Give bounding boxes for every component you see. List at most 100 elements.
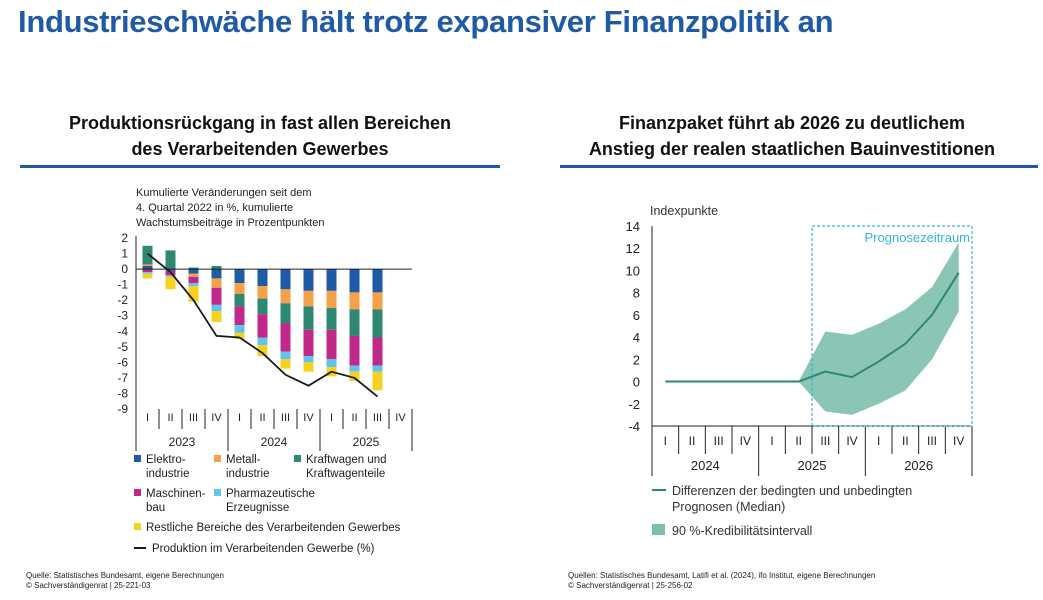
quarter-label: II: [351, 412, 357, 424]
bar-segment: [372, 292, 383, 310]
quarter-label: I: [330, 412, 333, 424]
legend-swatch: [134, 455, 141, 462]
quarter-label: IV: [303, 412, 314, 424]
y-tick-label: 6: [633, 308, 640, 323]
bar-segment: [303, 356, 314, 363]
bar-segment: [280, 303, 291, 324]
bar-segment: [211, 287, 222, 305]
bar-segment: [188, 283, 199, 287]
legend-label: Differenzen der bedingten und unbedingte…: [672, 484, 912, 498]
bar-segment: [349, 292, 360, 310]
bar-segment: [372, 365, 383, 372]
bar-segment: [234, 283, 245, 294]
bar-segment: [303, 362, 314, 372]
bar-segment: [303, 306, 314, 330]
left-source: Quelle: Statistisches Bundesamt, eigene …: [26, 571, 224, 591]
year-label: 2024: [261, 435, 288, 449]
year-label: 2023: [169, 435, 196, 449]
y-tick-label: -5: [117, 340, 128, 354]
bar-segment: [303, 269, 314, 291]
legend-label: Pharmazeutische: [226, 488, 315, 500]
right-title-line2: Anstieg der realen staatlichen Bauinvest…: [588, 139, 996, 159]
bar-segment: [326, 307, 337, 330]
bar-segment: [349, 365, 360, 372]
median-line: [665, 272, 960, 383]
legend-label: Kraftwagen und: [306, 454, 387, 466]
production-line: [146, 252, 379, 398]
quarter-label: I: [770, 434, 773, 448]
y-tick-label: -4: [628, 419, 640, 434]
bar-segment: [257, 269, 268, 287]
bar-segment: [280, 323, 291, 352]
quarter-label: IV: [740, 434, 751, 448]
legend-swatch: [134, 489, 141, 496]
year-label: 2025: [353, 435, 380, 449]
bar-segment: [188, 269, 199, 274]
bar-segment: [303, 329, 314, 357]
bar-segment: [165, 269, 176, 271]
y-tick-label: 8: [633, 286, 640, 301]
left-title-rule: [20, 165, 500, 168]
quarter-label: III: [820, 434, 830, 448]
y-tick-label: 10: [626, 263, 640, 278]
bar-segment: [142, 264, 153, 266]
bar-segment: [372, 269, 383, 293]
quarter-label: II: [259, 412, 265, 424]
bar-segment: [188, 286, 199, 302]
legend-swatch: [214, 455, 221, 462]
forecast-period-box: [811, 225, 973, 427]
legend-label: bau: [146, 502, 165, 514]
quarter-label: III: [714, 434, 724, 448]
right-source: Quellen: Statistisches Bundesamt, Latifi…: [568, 571, 875, 591]
bar-segment: [372, 371, 383, 391]
bar-segment: [280, 289, 291, 304]
right-chart-title: Finanzpaket führt ab 2026 zu deutlichem …: [542, 110, 1042, 162]
legend-swatch: [134, 523, 141, 530]
bar-segment: [211, 265, 222, 270]
quarter-label: I: [664, 434, 667, 448]
y-tick-label: 0: [121, 262, 128, 276]
year-label: 2025: [798, 458, 827, 473]
bar-segment: [165, 276, 176, 290]
bar-segment: [142, 245, 153, 265]
y-tick-label: -7: [117, 371, 128, 385]
bar-segment: [142, 269, 153, 273]
left-source-line1: Quelle: Statistisches Bundesamt, eigene …: [26, 571, 224, 580]
bar-segment: [326, 329, 337, 360]
bar-segment: [211, 269, 222, 279]
bar-segment: [142, 265, 153, 270]
bar-segment: [349, 335, 360, 366]
right-source-line1: Quellen: Statistisches Bundesamt, Latifi…: [568, 571, 876, 580]
quarter-label: II: [689, 434, 696, 448]
legend-label: Prognosen (Median): [672, 500, 785, 514]
bar-segment: [326, 359, 337, 368]
bar-segment: [326, 290, 337, 308]
legend-label: Produktion im Verarbeitenden Gewerbe (%): [152, 543, 375, 555]
bar-segment: [280, 359, 291, 369]
bar-segment: [303, 290, 314, 307]
quarter-label: III: [189, 412, 198, 424]
y-axis-label: Indexpunkte: [650, 204, 718, 218]
legend-label: Metall-: [226, 454, 261, 466]
y-tick-label: -6: [117, 355, 128, 369]
bar-segment: [234, 269, 245, 284]
subtitle-line: 4. Quartal 2022 in %, kumulierte: [136, 202, 293, 214]
year-label: 2026: [904, 458, 933, 473]
quarter-label: IV: [846, 434, 857, 448]
bar-segment: [234, 332, 245, 340]
bar-segment: [349, 269, 360, 293]
bar-segment: [165, 275, 176, 277]
left-chart-subtitle: Kumulierte Veränderungen seit dem 4. Quar…: [136, 187, 325, 229]
y-tick-label: 2: [121, 231, 128, 245]
forecast-label: Prognosezeitraum: [865, 230, 971, 245]
y-tick-label: 1: [121, 247, 128, 261]
bar-segment: [142, 273, 153, 279]
subtitle-line: Kumulierte Veränderungen seit dem: [136, 187, 312, 199]
quarter-label: II: [795, 434, 802, 448]
bar-segment: [142, 272, 153, 274]
bar-segment: [165, 250, 176, 270]
bar-segment: [257, 286, 268, 299]
quarter-label: I: [146, 412, 149, 424]
bar-segment: [234, 325, 245, 333]
legend-label: 90 %-Kredibilitätsintervall: [672, 524, 812, 538]
